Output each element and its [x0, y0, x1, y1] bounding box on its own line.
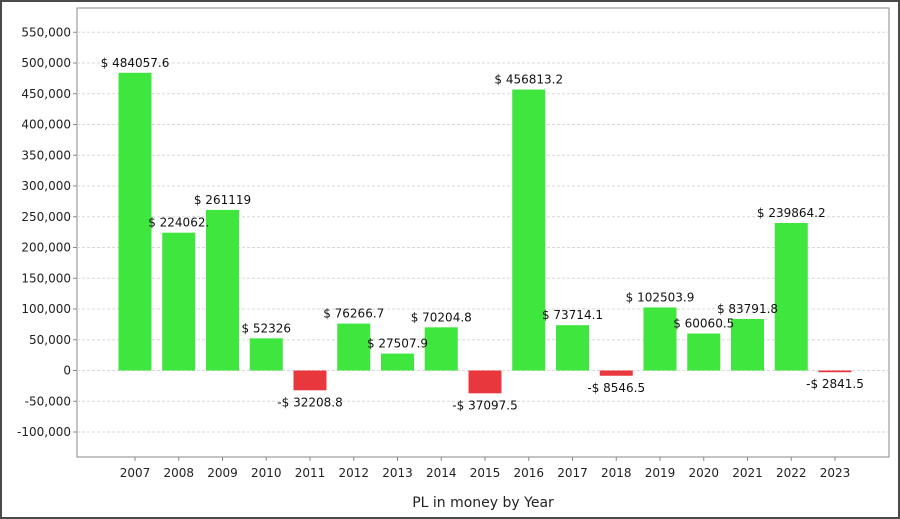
x-tick-label-2012: 2012 — [338, 466, 369, 480]
y-tick-label: 150,000 — [21, 271, 71, 285]
x-tick-label-2021: 2021 — [732, 466, 763, 480]
x-tick-label-2016: 2016 — [513, 466, 544, 480]
gridlines — [77, 31, 889, 433]
bar-2011 — [293, 370, 327, 391]
data-label-2015: -$ 37097.5 — [452, 398, 517, 412]
x-tick-label-2014: 2014 — [426, 466, 457, 480]
data-label-2010: $ 52326 — [241, 321, 291, 335]
data-label-2017: $ 73714.1 — [542, 308, 603, 322]
bar-2012 — [337, 323, 371, 371]
data-label-2009: $ 261119 — [194, 193, 251, 207]
y-tick-label: 200,000 — [21, 241, 71, 255]
bar-2013 — [381, 353, 414, 371]
bar-2015 — [468, 370, 502, 394]
x-tick-label-2008: 2008 — [163, 466, 194, 480]
y-tick-label: 50,000 — [29, 333, 71, 347]
data-label-2019: $ 102503.9 — [626, 290, 695, 304]
x-tick-label-2017: 2017 — [557, 466, 588, 480]
y-tick-label: -100,000 — [17, 425, 71, 439]
data-label-2021: $ 83791.8 — [717, 302, 778, 316]
y-tick-label: 500,000 — [21, 56, 71, 70]
data-label-2016: $ 456813.2 — [494, 73, 563, 87]
y-tick-label: 400,000 — [21, 118, 71, 132]
y-tick-label: 350,000 — [21, 148, 71, 162]
x-tick-label-2009: 2009 — [207, 466, 238, 480]
x-tick-label-2010: 2010 — [251, 466, 282, 480]
data-labels: $ 484057.6 $ 224062. $ 261119 $ 52326 -$ 322… — [101, 56, 864, 413]
x-tick-label-2018: 2018 — [601, 466, 632, 480]
data-label-2007: $ 484057.6 — [101, 56, 170, 70]
x-tick-label-2020: 2020 — [688, 466, 719, 480]
x-axis: 2007 2008 2009 2010 2011 2012 2013 2014 2015 2016… — [120, 457, 851, 480]
y-tick-label: 550,000 — [21, 25, 71, 39]
data-label-2022: $ 239864.2 — [757, 206, 826, 220]
bar-2010 — [249, 338, 283, 371]
bar-2017 — [556, 325, 589, 371]
bar-2022 — [774, 222, 808, 371]
y-tick-label: -50,000 — [25, 394, 71, 408]
y-axis: 550,000 500,000 450,000 400,000 350,000 300,0… — [17, 25, 77, 439]
bar-2009 — [206, 209, 239, 371]
bar-2023 — [818, 370, 852, 373]
y-tick-label: 300,000 — [21, 179, 71, 193]
bar-2007 — [118, 72, 152, 371]
bar-2018 — [599, 370, 633, 376]
x-tick-label-2007: 2007 — [120, 466, 151, 480]
bar-2019 — [643, 307, 677, 371]
x-tick-label-2022: 2022 — [776, 466, 807, 480]
y-tick-label: 0 — [63, 364, 71, 378]
data-label-2020: $ 60060.5 — [673, 317, 734, 331]
x-tick-label-2011: 2011 — [295, 466, 326, 480]
x-tick-label-2015: 2015 — [470, 466, 501, 480]
data-label-2014: $ 70204.8 — [411, 310, 472, 324]
y-tick-label: 450,000 — [21, 87, 71, 101]
x-tick-label-2013: 2013 — [382, 466, 413, 480]
data-label-2008: $ 224062. — [148, 216, 209, 230]
y-tick-label: 250,000 — [21, 210, 71, 224]
y-tick-label: 100,000 — [21, 302, 71, 316]
bar-2008 — [162, 232, 196, 371]
bar-2020 — [687, 333, 721, 371]
bar-2016 — [512, 89, 546, 371]
bar-2014 — [424, 327, 458, 371]
bar-2021 — [731, 318, 764, 371]
x-tick-label-2023: 2023 — [820, 466, 851, 480]
data-label-2023: -$ 2841.5 — [806, 377, 864, 391]
data-label-2012: $ 76266.7 — [323, 307, 384, 321]
bars — [118, 72, 852, 394]
x-axis-title: PL in money by Year — [412, 495, 554, 511]
data-label-2018: -$ 8546.5 — [587, 381, 645, 395]
x-tick-label-2019: 2019 — [645, 466, 676, 480]
data-label-2013: $ 27507.9 — [367, 337, 428, 351]
data-label-2011: -$ 32208.8 — [277, 395, 342, 409]
